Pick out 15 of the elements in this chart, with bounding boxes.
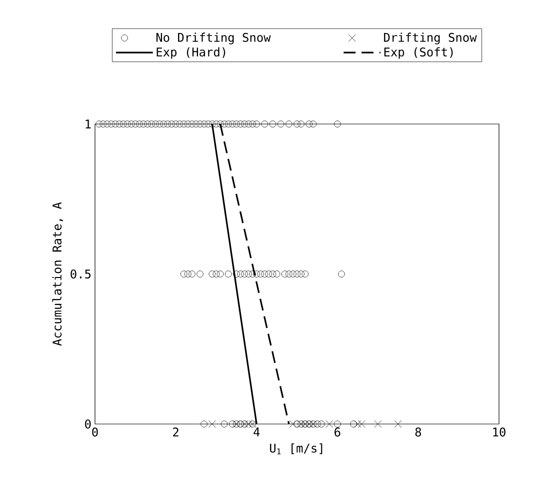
legend-label: Exp (Soft) [384,47,453,59]
text: U$_{1}$ [m/s] [270,443,322,454]
y-tick-label: 1 [86,120,91,128]
x-tick-label: 6 [334,428,340,437]
x-tick-label: 8 [415,428,422,437]
y-tick-label: 0 [85,419,91,429]
y-tick-label: 0.5 [70,269,91,279]
x-tick-label: 2 [173,428,178,436]
legend-label: Exp (Hard) [156,47,226,59]
x-tick-label: 0 [92,428,98,437]
x-tick-label: 4 [254,428,260,436]
text: No Drifting Snow [156,32,271,44]
x-tick-label: 10 [493,428,506,437]
y-axis-title: Accumulation Rate, A [52,202,64,346]
legend-label: Drifting Snow [384,32,477,44]
